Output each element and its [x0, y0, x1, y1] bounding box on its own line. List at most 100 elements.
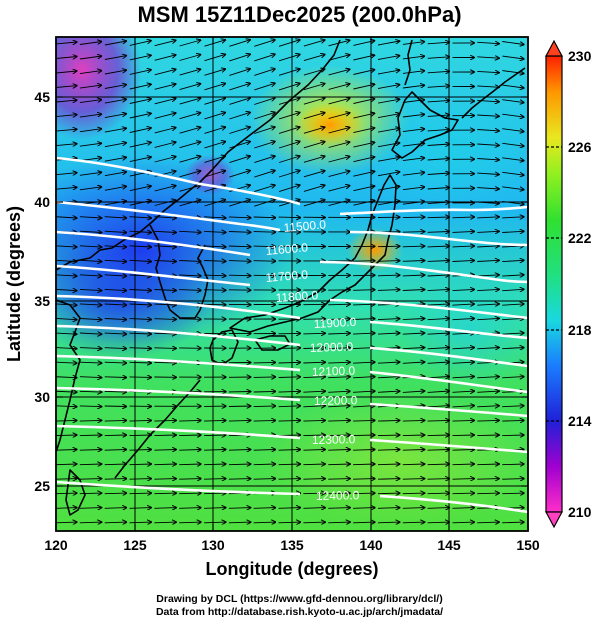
wind-arrow: [179, 464, 201, 465]
wind-arrow: [328, 464, 350, 465]
wind-arrow: [427, 144, 450, 146]
wind-arrow: [477, 464, 499, 465]
wind-arrow: [378, 70, 400, 75]
wind-arrow: [104, 508, 127, 509]
wind-arrow: [353, 304, 375, 305]
wind-arrow: [129, 479, 152, 480]
wind-vector-field: [56, 40, 524, 523]
wind-arrow: [254, 185, 275, 193]
wind-arrow: [179, 84, 201, 91]
wind-arrow: [179, 69, 201, 76]
wind-arrow: [129, 522, 152, 523]
wind-arrow: [377, 246, 400, 247]
colorbar-tick-label: 218: [568, 322, 592, 338]
x-tick-label: 120: [44, 537, 68, 553]
wind-arrow: [229, 156, 250, 164]
wind-arrow: [79, 493, 102, 494]
wind-arrow: [228, 479, 251, 480]
wind-arrow: [427, 261, 450, 262]
wind-arrow: [477, 435, 499, 436]
wind-arrow: [378, 85, 400, 89]
wind-arrow: [79, 406, 102, 407]
wind-arrow: [328, 362, 350, 363]
wind-arrow: [154, 84, 176, 90]
wind-arrow: [328, 508, 350, 509]
wind-arrow: [154, 420, 176, 421]
wind-arrow: [104, 522, 127, 523]
wind-arrow: [56, 42, 77, 44]
wind-arrow: [278, 112, 300, 120]
wind-arrow: [477, 318, 499, 319]
wind-arrow: [204, 508, 226, 509]
wind-arrow: [502, 275, 524, 276]
wind-arrow: [278, 377, 301, 378]
wind-arrow: [402, 201, 425, 205]
wind-arrow: [328, 156, 350, 163]
wind-arrow: [377, 508, 400, 509]
wind-arrow: [104, 450, 127, 451]
wind-arrow: [204, 522, 226, 523]
coastline-kyushu: [209, 329, 239, 366]
wind-arrow: [228, 406, 251, 407]
wind-arrow: [204, 83, 226, 91]
wind-arrow: [79, 479, 102, 480]
chart-title: MSM 15Z11Dec2025 (200.0hPa): [137, 2, 462, 27]
wind-arrow: [154, 128, 176, 134]
coastline-hokkaido: [391, 91, 459, 159]
wind-arrow: [353, 319, 375, 320]
wind-arrow: [204, 420, 226, 421]
wind-arrow: [104, 420, 127, 421]
wind-arrow: [278, 406, 301, 407]
x-axis-label: Longitude (degrees): [205, 559, 378, 579]
wind-arrow: [56, 420, 77, 421]
wind-arrow: [79, 435, 102, 436]
wind-arrow: [502, 318, 524, 319]
wind-arrow: [452, 420, 475, 421]
wind-arrow: [204, 171, 226, 178]
wind-arrow: [427, 391, 450, 392]
wind-arrow: [427, 450, 450, 451]
wind-arrow: [303, 450, 325, 451]
wind-arrow: [56, 333, 77, 334]
wind-arrow: [56, 71, 77, 73]
wind-arrow: [502, 333, 524, 334]
colorbar-ticks: [546, 146, 562, 422]
wind-arrow: [328, 127, 350, 134]
wind-arrow: [353, 290, 375, 291]
wind-arrow: [353, 70, 374, 75]
credit-data-source: Data from http://database.rish.kyoto-u.a…: [155, 606, 444, 618]
wind-arrow: [104, 319, 127, 320]
wind-arrow: [402, 522, 425, 523]
wind-arrow: [353, 113, 374, 119]
wind-arrow: [129, 435, 152, 436]
wind-arrow: [402, 275, 425, 276]
wind-arrow: [129, 55, 152, 61]
wind-arrow: [303, 435, 325, 436]
wind-arrow: [253, 420, 276, 421]
wind-arrow: [328, 304, 350, 305]
wind-arrow: [477, 71, 499, 72]
contour-label: 12300.0: [312, 432, 356, 447]
wind-arrow: [502, 186, 524, 190]
wind-arrow: [303, 362, 325, 363]
wind-arrow: [477, 406, 499, 407]
wind-arrow: [303, 200, 325, 207]
contour-line: [369, 320, 528, 340]
wind-arrow: [79, 420, 102, 421]
wind-arrow: [129, 377, 152, 378]
wind-arrow: [477, 86, 499, 87]
wind-arrow: [427, 246, 450, 247]
wind-arrow: [79, 85, 102, 89]
wind-arrow: [79, 217, 102, 218]
y-tick-label: 45: [34, 89, 50, 105]
wind-arrow: [228, 246, 251, 247]
wind-arrow: [104, 172, 127, 177]
wind-arrow: [204, 275, 226, 276]
wind-arrow: [129, 84, 152, 90]
wind-arrow: [402, 71, 425, 74]
wind-arrow: [79, 114, 102, 118]
wind-arrow: [353, 420, 375, 421]
wind-arrow: [427, 100, 450, 102]
wind-arrow: [502, 304, 524, 305]
colorbar-min-arrow: [545, 511, 563, 529]
